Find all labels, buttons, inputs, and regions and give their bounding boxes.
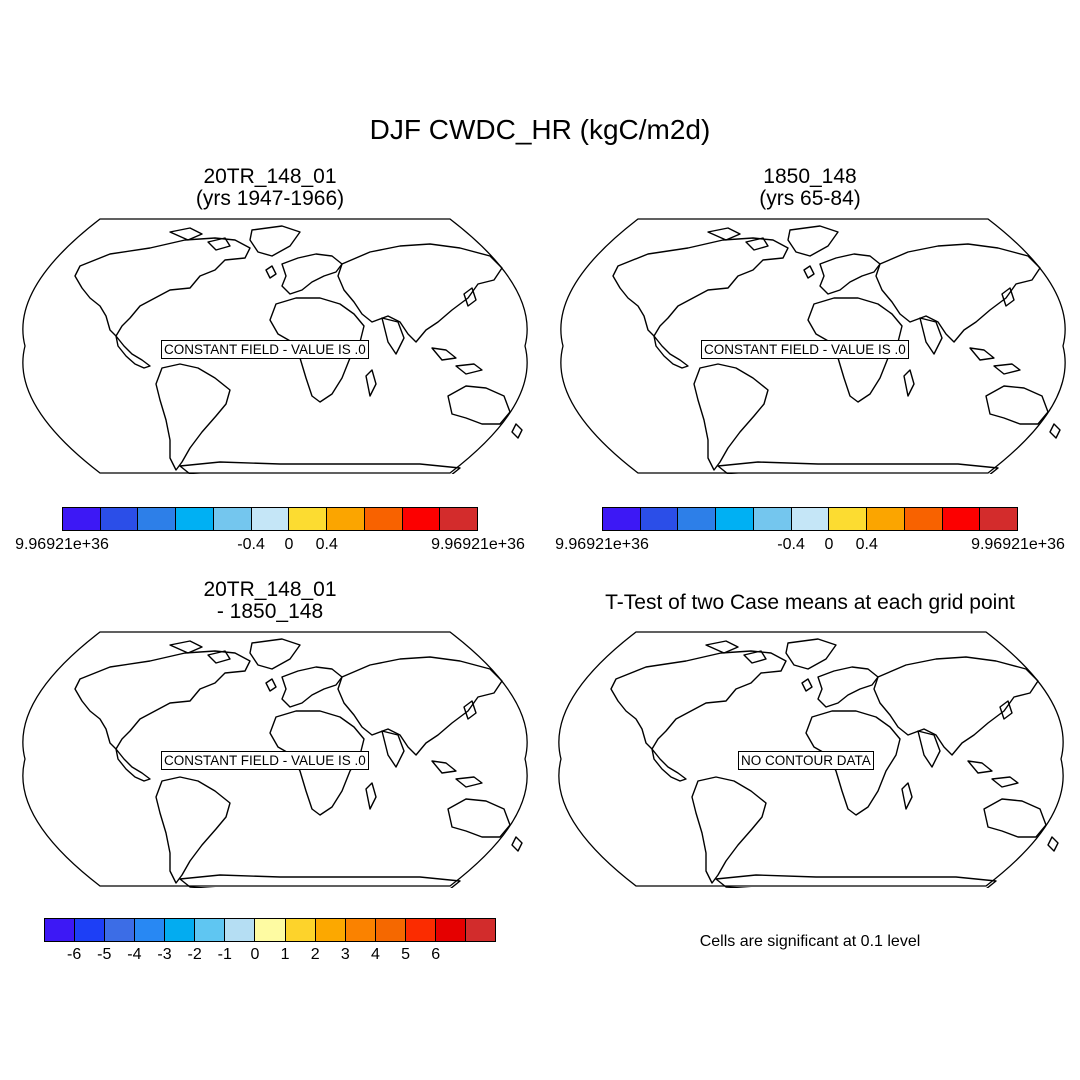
colorbar-top-left [62, 507, 478, 531]
main-title: DJF CWDC_HR (kgC/m2d) [369, 114, 711, 145]
colorbar-bottom-left [44, 918, 496, 942]
colorbar-top-right [602, 507, 1018, 531]
colorbar-tick-label: -0.4 [777, 536, 805, 553]
colorbar-swatch [753, 508, 792, 530]
colorbar-swatch [138, 508, 177, 530]
colorbar-swatch [603, 508, 641, 530]
colorbar-tick-label: 9.96921e+36 [555, 536, 649, 553]
colorbar-tick-label: 6 [431, 946, 441, 963]
colorbar-tick-label: 0.4 [315, 536, 338, 553]
colorbar-labels-top-right: 9.96921e+36 -0.4 0 0.4 9.96921e+36 [555, 536, 1065, 556]
map-bottom-right: NO CONTOUR DATA [556, 630, 1066, 888]
colorbar-swatch [791, 508, 830, 530]
panel-title-bottom-left: 20TR_148_01 - 1850_148 [20, 579, 520, 623]
colorbar-swatch [980, 508, 1018, 530]
constant-field-label: CONSTANT FIELD - VALUE IS .0 [161, 751, 369, 770]
colorbar-swatch [135, 919, 166, 941]
colorbar-tick-label: -0.4 [237, 536, 265, 553]
panel-title-line1: 20TR_148_01 [203, 165, 337, 188]
colorbar-swatch [465, 919, 495, 941]
colorbar-tick-label: 3 [340, 946, 350, 963]
colorbar-tick-label: 0 [824, 536, 834, 553]
panel-title-line2: (yrs 65-84) [759, 187, 861, 210]
colorbar-swatch [678, 508, 717, 530]
colorbar-swatch [867, 508, 905, 530]
colorbar-swatch [75, 919, 106, 941]
colorbar-swatch [640, 508, 679, 530]
panel-title-top-right: 1850_148 (yrs 65-84) [560, 166, 1060, 210]
colorbar-swatch [105, 919, 136, 941]
colorbar-swatch [435, 919, 466, 941]
colorbar-tick-label: 0 [284, 536, 294, 553]
colorbar-tick-label: -5 [97, 946, 112, 963]
colorbar-labels-bottom-left: -6 -5 -4 -3 -2 -1 0 1 2 3 4 5 6 [44, 946, 496, 966]
panel-title-bottom-right: T-Test of two Case means at each grid po… [540, 592, 1080, 614]
colorbar-tick-label: 0 [250, 946, 260, 963]
panel-title-line2: (yrs 1947-1966) [195, 187, 345, 210]
colorbar-tick-label: 9.96921e+36 [971, 536, 1065, 553]
colorbar-swatch [942, 508, 981, 530]
colorbar-swatch [345, 919, 376, 941]
colorbar-swatch [100, 508, 139, 530]
constant-field-label: CONSTANT FIELD - VALUE IS .0 [701, 340, 909, 359]
colorbar-swatch [285, 919, 316, 941]
colorbar-tick-label: -2 [187, 946, 202, 963]
colorbar-tick-label: 4 [371, 946, 380, 963]
colorbar-tick-label: -1 [217, 946, 232, 963]
colorbar-swatch [402, 508, 441, 530]
no-contour-label: NO CONTOUR DATA [738, 751, 874, 770]
colorbar-swatch [213, 508, 252, 530]
colorbar-swatch [405, 919, 436, 941]
colorbar-swatch [289, 508, 328, 530]
colorbar-swatch [904, 508, 943, 530]
panel-title-line1: 20TR_148_01 [203, 578, 337, 601]
map-top-right: CONSTANT FIELD - VALUE IS .0 [558, 218, 1068, 474]
colorbar-tick-label: 2 [310, 946, 320, 963]
colorbar-swatch [315, 919, 346, 941]
panel-title-line1: T-Test of two Case means at each grid po… [605, 591, 1015, 614]
colorbar-swatch [364, 508, 403, 530]
panel-title-line1: 1850_148 [763, 165, 857, 188]
colorbar-tick-label: -4 [127, 946, 142, 963]
colorbar-tick-label: 9.96921e+36 [15, 536, 109, 553]
colorbar-swatch [375, 919, 406, 941]
colorbar-swatch [251, 508, 290, 530]
colorbar-swatch [176, 508, 214, 530]
colorbar-swatch [165, 919, 196, 941]
colorbar-tick-label: 1 [280, 946, 290, 963]
map-top-left: CONSTANT FIELD - VALUE IS .0 [20, 218, 530, 474]
colorbar-swatch [440, 508, 478, 530]
colorbar-tick-label: -3 [157, 946, 172, 963]
panel-title-top-left: 20TR_148_01 (yrs 1947-1966) [20, 166, 520, 210]
constant-field-label: CONSTANT FIELD - VALUE IS .0 [161, 340, 369, 359]
colorbar-swatch [829, 508, 868, 530]
panel-title-line2: - 1850_148 [216, 600, 324, 623]
significance-note: Cells are significant at 0.1 level [699, 933, 921, 950]
colorbar-tick-label: 5 [401, 946, 411, 963]
colorbar-swatch [195, 919, 226, 941]
colorbar-tick-label: 0.4 [855, 536, 878, 553]
colorbar-tick-label: 9.96921e+36 [431, 536, 525, 553]
colorbar-swatch [716, 508, 754, 530]
colorbar-swatch [45, 919, 76, 941]
colorbar-swatch [255, 919, 286, 941]
colorbar-tick-label: -6 [67, 946, 82, 963]
colorbar-swatch [63, 508, 101, 530]
colorbar-labels-top-left: 9.96921e+36 -0.4 0 0.4 9.96921e+36 [15, 536, 525, 556]
colorbar-swatch [327, 508, 365, 530]
colorbar-swatch [225, 919, 256, 941]
map-bottom-left: CONSTANT FIELD - VALUE IS .0 [20, 630, 530, 888]
